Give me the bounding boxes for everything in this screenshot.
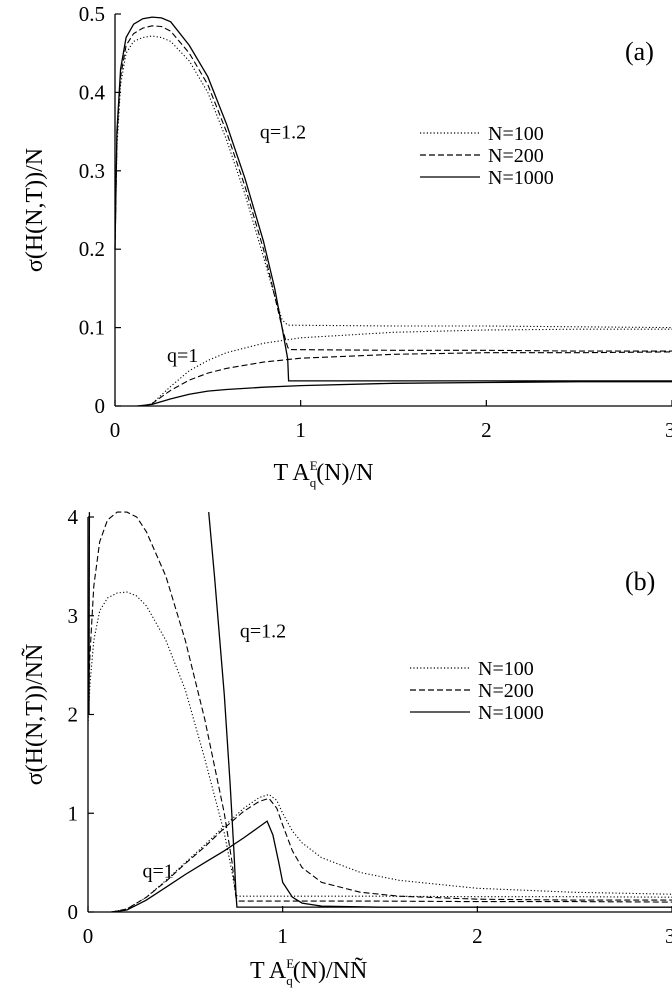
chart-2-y-tick-label: 1 bbox=[68, 801, 79, 825]
chart-2-y-tick-label: 0 bbox=[68, 900, 79, 924]
chart-2-x-tick-label: 2 bbox=[472, 924, 483, 948]
chart-1-x-tick-label: 1 bbox=[295, 418, 306, 442]
chart-2-y-tick-label: 2 bbox=[68, 703, 79, 727]
chart-1-y-tick-label: 0.1 bbox=[79, 316, 105, 340]
chart-2-legend-label-1: N=200 bbox=[478, 680, 534, 702]
chart-1-series-N200-q1 bbox=[142, 351, 672, 407]
chart-2-y-axis-label: σ(H(N,T))/NÑ bbox=[22, 644, 48, 786]
chart-2-series-N100-q1 bbox=[111, 793, 672, 913]
chart-1-legend-label-1: N=200 bbox=[488, 145, 544, 167]
chart-1-annotation-1: q=1 bbox=[167, 345, 198, 367]
chart-2-y-tick-label: 4 bbox=[68, 505, 79, 529]
chart-1-y-tick-label: 0 bbox=[95, 394, 106, 418]
chart-2-annotation-0: q=1.2 bbox=[240, 621, 286, 643]
chart-1-series-N100-q1_2 bbox=[114, 35, 672, 329]
chart-2-x-axis-label: T AE q(N)/NÑ bbox=[250, 956, 367, 988]
chart-2-legend-label-2: N=1000 bbox=[478, 702, 544, 724]
chart-1-series-N1000-q1 bbox=[137, 381, 672, 407]
chart-1-panel-label: (a) bbox=[625, 37, 654, 66]
chart-1-x-tick-label: 2 bbox=[481, 418, 492, 442]
chart-1-annotation-0: q=1.2 bbox=[260, 122, 306, 144]
chart-1-x-tick-label: 0 bbox=[110, 418, 121, 442]
chart-2-series-N1000-q1_2 bbox=[208, 512, 672, 908]
chart-2-x-tick-label: 1 bbox=[277, 924, 288, 948]
chart-1-y-tick-label: 0.3 bbox=[79, 159, 105, 183]
chart-1-series-N200-q1_2 bbox=[114, 25, 672, 352]
chart-1-y-tick-label: 0.2 bbox=[79, 237, 105, 261]
chart-2-series-N1000-q1 bbox=[111, 820, 672, 913]
chart-2-series-N100-q1_2 bbox=[87, 591, 672, 898]
chart-1-y-tick-label: 0.5 bbox=[79, 2, 105, 26]
chart-1-legend-label-0: N=100 bbox=[488, 123, 544, 145]
chart-2-legend-label-0: N=100 bbox=[478, 658, 534, 680]
chart-2-x-tick-label: 3 bbox=[665, 924, 672, 948]
chart-2-x-tick-label: 0 bbox=[83, 924, 94, 948]
chart-1-series-N1000-q1_2 bbox=[114, 16, 672, 382]
chart-2-annotation-1: q=1 bbox=[143, 861, 174, 883]
chart-2-panel-label: (b) bbox=[625, 567, 655, 596]
chart-1-x-axis-label: T AE q(N)/N bbox=[274, 458, 374, 490]
chart-2-series-N200-q1 bbox=[111, 797, 672, 913]
chart-2-series-N200-q1_2 bbox=[87, 511, 672, 903]
chart-1-x-tick-label: 3 bbox=[665, 418, 672, 442]
chart-1-series-N100-q1 bbox=[142, 328, 672, 407]
panel-a: 0 0.1 0.2 0.3 0.4 0.5 0 1 2 3 q=1.2 q=1 N=100N=200N=… bbox=[22, 2, 672, 490]
chart-1-legend-label-2: N=1000 bbox=[488, 167, 554, 189]
chart-2-y-tick-label: 3 bbox=[68, 604, 79, 628]
chart-1-y-axis-label: σ(H(N,T))/N bbox=[22, 148, 48, 272]
chart-1-y-tick-label: 0.4 bbox=[79, 80, 106, 104]
